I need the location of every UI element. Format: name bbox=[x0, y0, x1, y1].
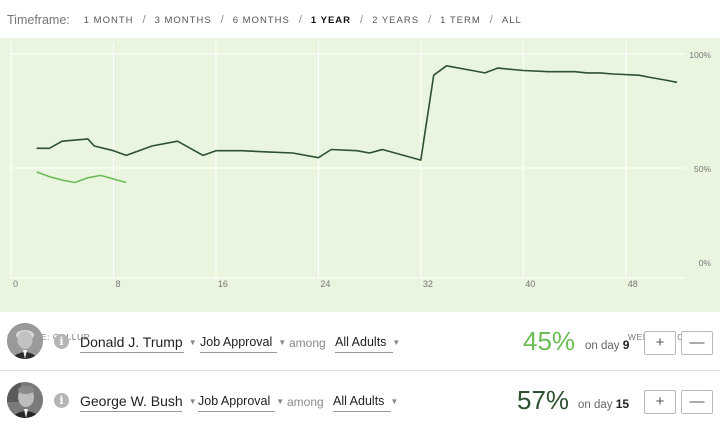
timeframe-selector: Timeframe: 1 MONTH / 3 MONTHS / 6 MONTHS… bbox=[7, 10, 522, 30]
approval-chart-svg: 0 8 16 24 32 40 48 100% 50% 0% bbox=[10, 42, 712, 289]
group-select[interactable]: All Adults ▼ bbox=[333, 391, 398, 412]
x-tick-label: 40 bbox=[525, 279, 535, 289]
separator: / bbox=[489, 14, 493, 26]
separator: / bbox=[298, 14, 302, 26]
add-button[interactable]: + bbox=[644, 390, 676, 414]
x-tick-label: 24 bbox=[320, 279, 330, 289]
avatar-photo-trump bbox=[7, 323, 43, 359]
chevron-down-icon: ▼ bbox=[392, 337, 401, 347]
y-tick-label: 100% bbox=[689, 50, 711, 60]
x-tick-label: 48 bbox=[628, 279, 638, 289]
group-select[interactable]: All Adults ▼ bbox=[335, 332, 400, 353]
avatar-photo-bush bbox=[7, 382, 43, 418]
president-select-value: Donald J. Trump bbox=[80, 334, 183, 350]
metric-select-value: Job Approval bbox=[200, 335, 273, 349]
timeframe-option-6-months[interactable]: 6 MONTHS bbox=[232, 14, 290, 26]
x-tick-label: 0 bbox=[13, 279, 18, 289]
series-line-trump bbox=[36, 171, 127, 184]
remove-button[interactable]: — bbox=[681, 331, 713, 355]
comparison-row-bush: i George W. Bush ▼ Job Approval ▼ among … bbox=[0, 373, 720, 429]
info-icon[interactable]: i bbox=[54, 334, 69, 349]
separator: / bbox=[220, 14, 224, 26]
timeframe-label: Timeframe: bbox=[7, 13, 70, 27]
remove-button[interactable]: — bbox=[681, 390, 713, 414]
metric-select-value: Job Approval bbox=[198, 394, 271, 408]
group-select-value: All Adults bbox=[333, 394, 385, 408]
group-select-value: All Adults bbox=[335, 335, 387, 349]
president-select[interactable]: George W. Bush ▼ bbox=[80, 391, 197, 412]
separator: / bbox=[142, 14, 146, 26]
chevron-down-icon: ▼ bbox=[278, 337, 287, 347]
among-label: among bbox=[289, 336, 326, 350]
metric-select[interactable]: Job Approval ▼ bbox=[198, 391, 284, 412]
avatar bbox=[7, 382, 43, 418]
day-label: on day bbox=[578, 399, 613, 411]
chevron-down-icon: ▼ bbox=[188, 396, 197, 406]
day-info: on day 9 bbox=[585, 338, 629, 352]
timeframe-option-1-term[interactable]: 1 TERM bbox=[440, 14, 481, 26]
day-number: 9 bbox=[622, 338, 630, 352]
separator: / bbox=[360, 14, 364, 26]
day-label: on day bbox=[585, 340, 620, 352]
series-line-bush bbox=[36, 64, 678, 161]
day-number: 15 bbox=[615, 397, 630, 411]
timeframe-option-1-year[interactable]: 1 YEAR bbox=[310, 14, 352, 26]
chart-source: SOURCE: GALLUP bbox=[7, 332, 91, 342]
timeframe-option-2-years[interactable]: 2 YEARS bbox=[372, 14, 420, 26]
approval-value: 57% bbox=[517, 385, 570, 415]
among-label: among bbox=[287, 395, 324, 409]
metric-select[interactable]: Job Approval ▼ bbox=[200, 332, 286, 353]
day-info: on day 15 bbox=[578, 397, 629, 411]
comparison-row-trump: i Donald J. Trump ▼ Job Approval ▼ among… bbox=[0, 314, 720, 371]
avatar bbox=[7, 323, 43, 359]
chevron-down-icon: ▼ bbox=[390, 396, 399, 406]
add-button[interactable]: + bbox=[644, 331, 676, 355]
chevron-down-icon: ▼ bbox=[188, 337, 197, 347]
y-tick-label: 50% bbox=[694, 164, 711, 174]
president-select-value: George W. Bush bbox=[80, 393, 183, 409]
president-select[interactable]: Donald J. Trump ▼ bbox=[80, 332, 197, 353]
chevron-down-icon: ▼ bbox=[276, 396, 285, 406]
y-tick-label: 0% bbox=[699, 258, 712, 268]
x-tick-label: 8 bbox=[115, 279, 120, 289]
x-tick-label: 16 bbox=[218, 279, 228, 289]
approval-value: 45% bbox=[523, 326, 576, 356]
timeframe-option-all[interactable]: ALL bbox=[501, 14, 522, 26]
x-tick-label: 32 bbox=[423, 279, 433, 289]
separator: / bbox=[428, 14, 432, 26]
timeframe-option-1-month[interactable]: 1 MONTH bbox=[83, 14, 134, 26]
info-icon[interactable]: i bbox=[54, 393, 69, 408]
timeframe-option-3-months[interactable]: 3 MONTHS bbox=[154, 14, 212, 26]
